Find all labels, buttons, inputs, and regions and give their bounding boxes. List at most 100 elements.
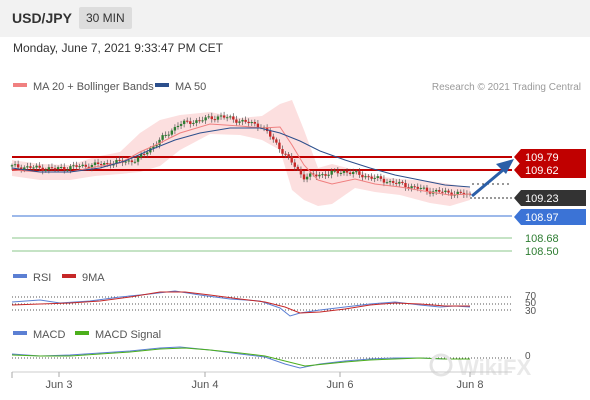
candle-body [333,170,336,172]
candle-body [20,167,23,170]
tag-resistance-1 [514,149,586,165]
legend-swatch-macd [13,331,27,335]
candle-body [69,166,72,170]
candle-body [308,173,312,177]
candle-body [351,171,355,175]
candle-body [195,120,198,123]
candle-body [222,115,226,118]
candle-body [106,163,109,165]
candle-body [401,181,404,183]
tag-resistance-2 [514,162,586,178]
candle-body [155,144,158,147]
candle-body [99,164,103,166]
macd-line [11,346,470,369]
candle-body [23,167,26,170]
legend-macd: MACD [33,329,65,341]
candle-body [232,116,235,120]
candle-body [44,169,48,171]
label-current: 109.23 [525,193,559,205]
candle-body [16,164,20,168]
candle-body [238,121,241,123]
symbol-label: USD/JPY [12,10,72,26]
ma50-line [11,127,471,188]
candle-body [419,187,423,189]
candle-body [173,127,177,131]
candle-body [59,167,63,169]
candle-body [250,122,253,124]
candle-body [244,119,247,122]
header-bar: USD/JPY 30 MIN [0,0,590,37]
candle-body [103,163,106,165]
label-target-1: 108.68 [525,233,559,245]
rsi-tick-30: 30 [525,306,537,317]
legend-swatch-ma50 [155,83,169,87]
candle-body [38,165,41,168]
projection-arrow-head [496,159,514,174]
candle-body [201,120,204,122]
candle-body [158,139,161,145]
label-resistance-1: 109.79 [525,152,559,164]
candle-body [192,122,195,124]
candle-body [395,182,398,184]
candle-body [456,191,459,195]
candle-body [385,182,389,184]
candle-body [84,164,87,167]
candle-body [388,181,392,183]
label-support: 108.97 [525,212,559,224]
candle-body [278,142,281,150]
candle-body [336,170,340,174]
timeframe-badge[interactable]: 30 MIN [79,7,132,29]
candle-body [133,161,137,163]
candle-body [348,172,352,175]
candle-body [50,167,54,169]
candle-body [370,176,373,179]
candle-body [78,166,81,168]
x-label-jun3: Jun 3 [46,379,73,391]
candle-body [146,152,149,155]
candle-body [229,116,232,118]
candle-body [176,125,180,128]
candle-body [407,187,410,189]
candle-body [361,174,364,178]
candle-body [41,167,44,171]
candle-body [210,116,213,120]
ma20-line [11,123,471,196]
candle-body [115,159,118,164]
candle-body [284,153,287,155]
candle-body [213,119,217,121]
candle-body [434,189,438,192]
candle-body [219,115,223,117]
candle-body [398,181,401,184]
candle-body [327,174,330,176]
candle-body [253,122,257,124]
candle-body [164,134,167,136]
candle-body [216,116,220,120]
candle-body [444,190,447,193]
candle-body [10,165,14,167]
candle-body [152,146,155,149]
candle-body [198,120,201,122]
tag-current [514,190,586,206]
legend-swatch-9ma [62,274,76,278]
candle-body [66,169,69,171]
copyright: Research © 2021 Trading Central [432,82,581,93]
candle-body [247,121,250,124]
candle-body [275,139,278,143]
rsi-tick-50: 50 [525,298,537,309]
candle-body [272,136,275,140]
candle-body [269,131,272,137]
candle-body [410,186,413,189]
candle-body [124,161,127,163]
candle-body [425,187,429,192]
label-target-2: 108.50 [525,246,559,258]
candle-body [345,171,349,173]
candle-body [321,174,324,176]
legend-rsi: RSI [33,272,51,284]
legend-ma20: MA 20 + Bollinger Bands [33,81,154,93]
candle-body [72,165,75,167]
candle-body [29,166,32,168]
bollinger-band [12,100,470,206]
candle-body [367,176,370,178]
candle-body [265,127,269,132]
